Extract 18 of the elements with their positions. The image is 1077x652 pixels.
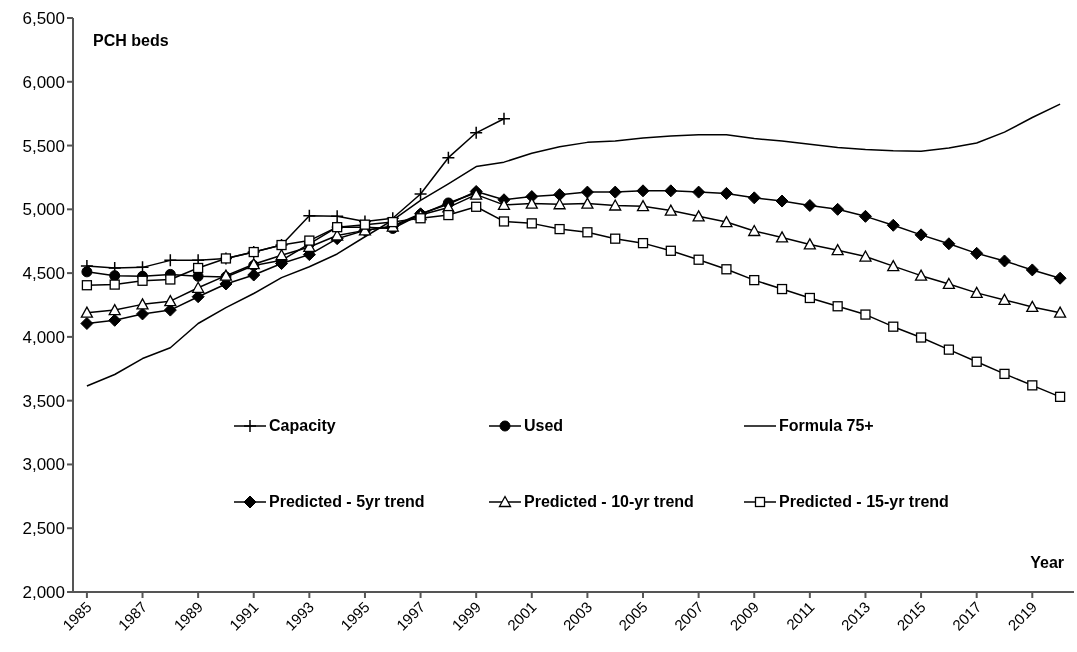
y-tick-label: 2,000 [22,583,65,603]
legend-label: Predicted - 15-yr trend [779,493,949,511]
legend-label: Capacity [269,417,336,435]
legend-label: Used [524,417,564,435]
y-tick-label: 5,500 [22,136,65,156]
y-tick-label: 6,500 [22,9,65,29]
legend-label: Predicted - 10-yr trend [524,493,694,511]
legend-label: Formula 75+ [779,417,874,435]
legend-label: Predicted - 5yr trend [269,493,425,511]
y-tick-label: 6,000 [22,72,65,92]
y-tick-label: 2,500 [22,519,65,539]
y-tick-label: 5,000 [22,200,65,220]
y-axis-title: PCH beds [93,32,169,50]
x-axis-title: Year [1030,554,1064,572]
y-tick-label: 4,500 [22,264,65,284]
y-tick-label: 3,000 [22,455,65,475]
y-tick-label: 3,500 [22,391,65,411]
y-tick-label: 4,000 [22,327,65,347]
